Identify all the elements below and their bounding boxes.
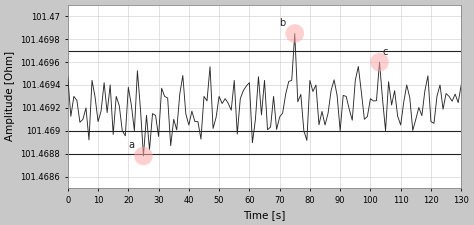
Y-axis label: Amplitude [Ohm]: Amplitude [Ohm] xyxy=(5,51,15,142)
Point xyxy=(376,60,383,64)
Text: a: a xyxy=(128,140,134,150)
Text: b: b xyxy=(280,18,286,28)
Point xyxy=(140,154,147,158)
Text: c: c xyxy=(383,47,388,57)
Point xyxy=(291,32,299,35)
X-axis label: Time [s]: Time [s] xyxy=(243,210,286,220)
